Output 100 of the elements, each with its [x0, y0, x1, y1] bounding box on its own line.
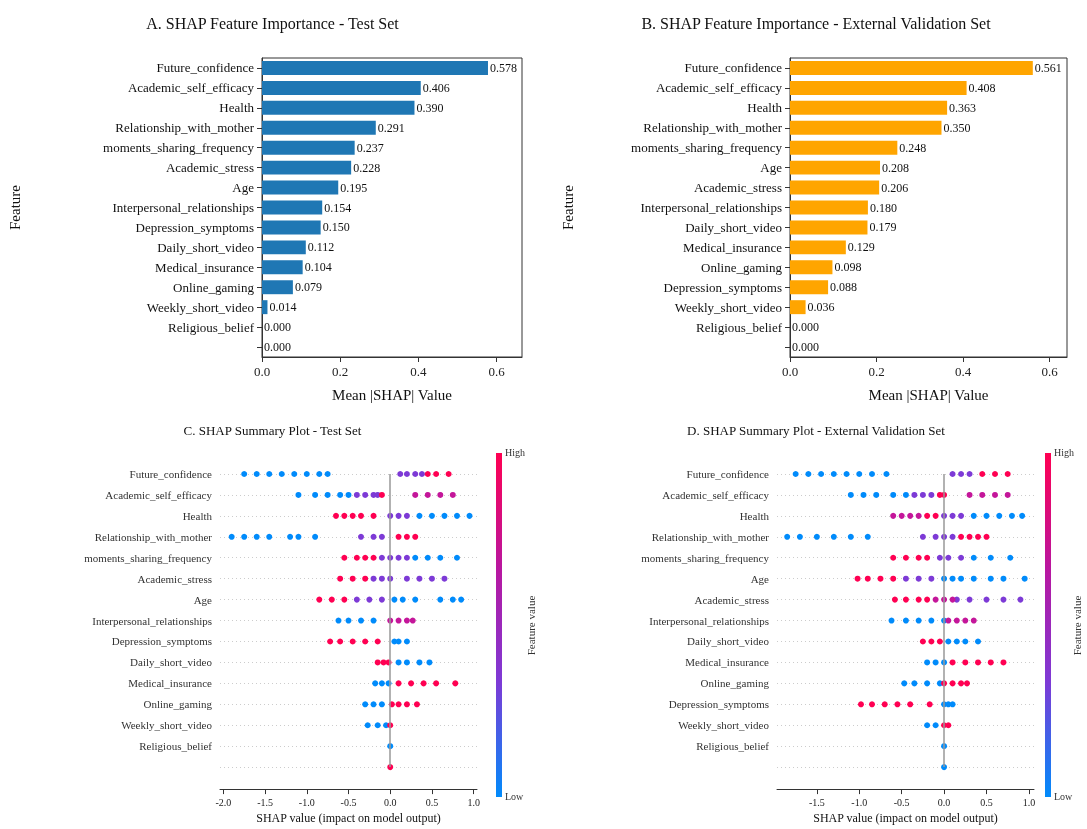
- data-label: 0.363: [949, 100, 977, 115]
- x-tick-label: -0.5: [340, 796, 357, 808]
- y-tick-label: Future_confidence: [129, 468, 213, 480]
- y-tick-label: Religious_belief: [139, 740, 213, 753]
- y-tick-label: Weekly_short_video: [146, 299, 254, 315]
- x-tick-label: 0.2: [332, 364, 349, 379]
- x-tick-label: 0.0: [383, 796, 397, 808]
- data-label: 0.406: [422, 80, 450, 95]
- data-label: 0.112: [307, 240, 335, 255]
- y-tick-label: Future_confidence: [684, 60, 783, 76]
- data-label: 0.088: [830, 280, 858, 295]
- y-tick-label: Interpersonal_relationships: [92, 614, 212, 627]
- data-label: 0.000: [792, 340, 819, 355]
- data-label: 0.150: [322, 220, 350, 235]
- y-tick-label: Medical_insurance: [128, 677, 213, 690]
- y-tick-label: Academic_self_efficacy: [655, 80, 783, 96]
- data-label: 0.000: [792, 320, 819, 335]
- x-tick-label: 0.0: [781, 364, 799, 379]
- y-tick-label: Medical_insurance: [155, 259, 255, 275]
- data-label: 0.248: [899, 140, 927, 155]
- y-tick-label: Daily_short_video: [687, 635, 770, 648]
- x-tick-label: 1.0: [467, 796, 480, 808]
- y-tick-label: Depression_symptoms: [111, 635, 212, 648]
- y-tick-label: Academic_stress: [165, 160, 254, 176]
- y-tick-label: moments_sharing_frequency: [84, 551, 213, 564]
- y-tick-label: Health: [182, 509, 213, 522]
- data-label: 0.036: [807, 300, 835, 315]
- x-tick-label: -2.0: [215, 796, 232, 808]
- y-tick-label: Daily_short_video: [685, 219, 782, 235]
- x-tick-label: -1.5: [808, 796, 825, 808]
- data-label: 0.390: [416, 100, 444, 115]
- y-tick-label: Religious_belief: [696, 319, 783, 335]
- data-label: 0.195: [340, 180, 368, 195]
- y-tick-label: Future_confidence: [686, 468, 770, 480]
- x-tick-label: -0.5: [893, 796, 910, 808]
- y-tick-label: moments_sharing_frequency: [103, 140, 255, 156]
- x-tick-label: 0.4: [410, 364, 428, 379]
- x-tick-label: -1.0: [298, 796, 315, 808]
- data-label: 0.154: [324, 200, 352, 215]
- data-label: 0.228: [353, 160, 381, 175]
- y-tick-label: Weekly_short_video: [678, 719, 770, 732]
- y-tick-label: Relationship_with_mother: [94, 530, 213, 543]
- y-tick-label: Weekly_short_video: [674, 299, 782, 315]
- y-tick-label: moments_sharing_frequency: [631, 140, 783, 156]
- y-tick-label: Relationship_with_mother: [643, 120, 783, 136]
- data-label: 0.208: [882, 160, 910, 175]
- chart-title: C. SHAP Summary Plot - Test Set: [183, 423, 362, 438]
- x-tick-label: 0.6: [1041, 364, 1059, 379]
- y-tick-label: Daily_short_video: [157, 239, 254, 255]
- data-label: 0.206: [881, 180, 909, 195]
- y-tick-label: Medical_insurance: [683, 239, 783, 255]
- y-tick-label: Depression_symptoms: [668, 698, 769, 711]
- color-bar-title: Feature value: [525, 595, 539, 656]
- y-tick-label: Online_gaming: [701, 259, 783, 275]
- y-tick-label: Online_gaming: [700, 677, 770, 690]
- data-label: 0.291: [377, 120, 405, 135]
- y-tick-label: Age: [232, 180, 255, 196]
- data-label: 0.561: [1034, 60, 1062, 75]
- y-tick-label: Academic_self_efficacy: [127, 80, 255, 96]
- chart-title: D. SHAP Summary Plot - External Validation Set: [687, 423, 946, 438]
- x-tick-label: 1.0: [1022, 796, 1036, 808]
- chart-title: A. SHAP Feature Importance - Test Set: [146, 14, 400, 33]
- y-tick-label: Daily_short_video: [130, 656, 213, 669]
- x-tick-label: 0.0: [937, 796, 951, 808]
- y-tick-label: Academic_stress: [137, 572, 212, 585]
- x-tick-label: -1.5: [257, 796, 273, 808]
- text: High: [505, 447, 525, 459]
- y-tick-label: Academic_self_efficacy: [105, 488, 213, 501]
- y-axis-title: Feature: [6, 184, 23, 230]
- data-label: 0.000: [264, 340, 291, 355]
- data-label: 0.104: [304, 260, 332, 275]
- y-tick-label: Depression_symptoms: [663, 279, 782, 295]
- data-label: 0.179: [869, 220, 897, 235]
- data-label: 0.129: [847, 240, 875, 255]
- text: Low: [1054, 791, 1073, 803]
- y-axis-title: Feature: [559, 184, 576, 230]
- x-tick-label: 0.5: [425, 796, 439, 808]
- y-tick-label: Interpersonal_relationships: [112, 200, 254, 215]
- data-label: 0.350: [943, 120, 971, 135]
- y-tick-label: Religious_belief: [696, 740, 770, 753]
- y-tick-label: Depression_symptoms: [135, 219, 254, 235]
- x-tick-label: -1.0: [851, 796, 868, 808]
- y-tick-label: Age: [193, 593, 213, 606]
- y-tick-label: Age: [750, 572, 770, 585]
- x-tick-label: 0.0: [253, 364, 271, 379]
- text: High: [1054, 447, 1074, 459]
- y-tick-label: Online_gaming: [143, 698, 213, 711]
- y-tick-label: Weekly_short_video: [121, 719, 213, 732]
- y-tick-label: Relationship_with_mother: [651, 530, 770, 543]
- data-label: 0.408: [968, 80, 996, 95]
- y-tick-label: Interpersonal_relationships: [649, 614, 769, 627]
- data-label: 0.237: [356, 140, 384, 155]
- data-label: 0.079: [294, 280, 322, 295]
- x-axis-title: Mean |SHAP| Value: [868, 386, 989, 403]
- y-tick-label: Health: [747, 100, 783, 116]
- y-tick-label: Health: [219, 100, 255, 116]
- y-tick-label: Academic_stress: [694, 593, 769, 606]
- text: Low: [505, 791, 524, 803]
- y-tick-label: Online_gaming: [173, 279, 255, 295]
- x-tick-label: 0.6: [488, 364, 506, 379]
